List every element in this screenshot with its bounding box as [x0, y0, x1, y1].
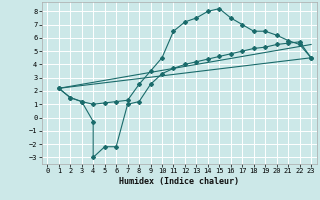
X-axis label: Humidex (Indice chaleur): Humidex (Indice chaleur): [119, 177, 239, 186]
